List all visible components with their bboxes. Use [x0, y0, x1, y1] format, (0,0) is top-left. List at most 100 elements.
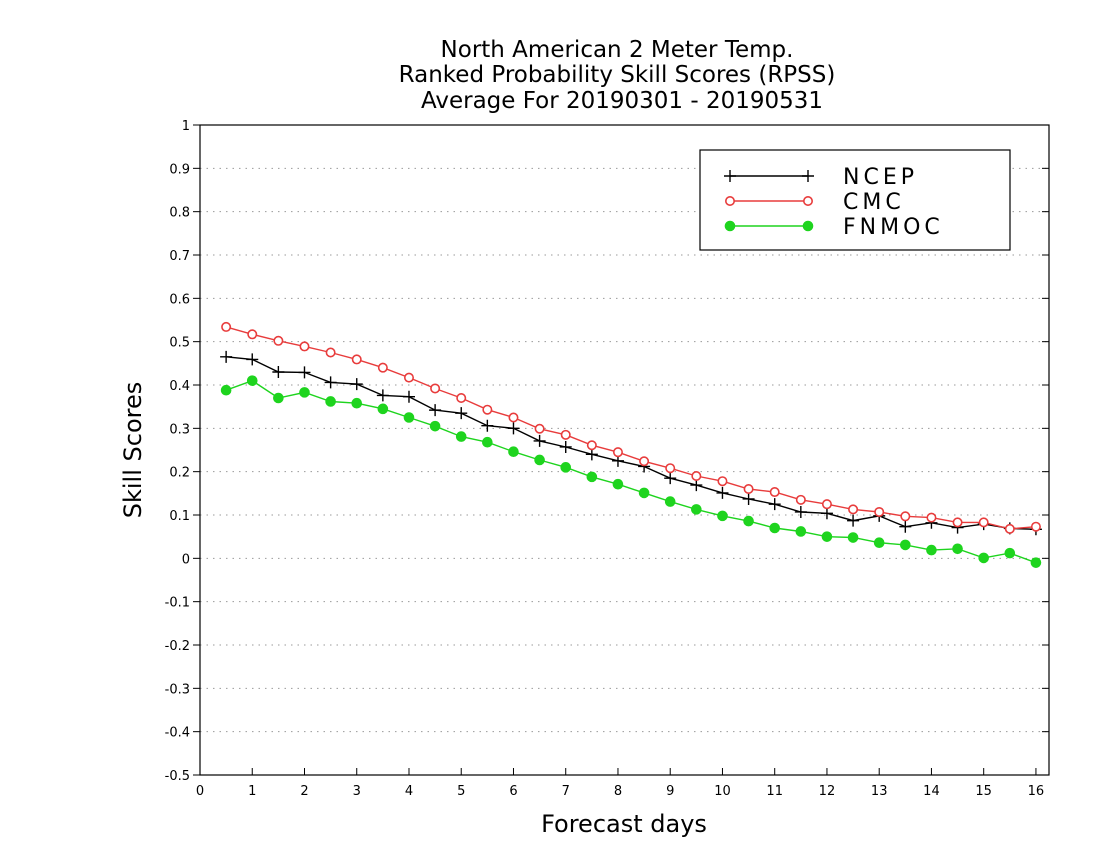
legend-marker [724, 220, 736, 232]
data-point-fnmoc [246, 375, 258, 386]
y-tick-label: -0.5 [165, 769, 190, 784]
data-point-ncep [507, 422, 520, 435]
data-point-fnmoc [664, 496, 676, 507]
x-tick-label: 14 [923, 784, 940, 799]
y-tick-label: -0.3 [165, 682, 190, 697]
x-tick-label: 5 [457, 784, 465, 799]
data-point-cmc [900, 511, 911, 522]
data-point-cmc [351, 354, 362, 365]
data-point-ncep [402, 390, 415, 403]
data-point-cmc [665, 463, 676, 474]
legend-item-fnmoc: FNMOC [724, 215, 944, 240]
legend-marker [802, 220, 814, 232]
data-point-cmc [456, 392, 467, 403]
data-point-fnmoc [1004, 547, 1016, 559]
data-point-cmc [978, 517, 989, 528]
data-point-cmc [717, 476, 728, 487]
data-point-cmc [769, 487, 780, 498]
data-point-cmc [874, 506, 885, 517]
data-point-ncep [376, 389, 389, 402]
legend-marker [802, 170, 814, 182]
data-point-fnmoc [429, 420, 441, 432]
data-point-cmc [952, 517, 963, 528]
data-point-fnmoc [377, 403, 389, 415]
data-point-fnmoc [926, 544, 937, 556]
x-tick-label: 9 [666, 784, 674, 799]
data-point-fnmoc [508, 446, 519, 458]
data-point-fnmoc [821, 531, 833, 542]
y-tick-label: -0.1 [165, 596, 190, 611]
series-layer [220, 321, 1042, 568]
data-point-ncep [533, 434, 546, 447]
data-point-cmc [482, 404, 493, 415]
data-point-cmc [612, 447, 623, 458]
data-point-ncep [847, 514, 860, 527]
data-point-cmc [534, 423, 545, 434]
legend-item-cmc: CMC [724, 190, 905, 215]
data-point-fnmoc [351, 397, 363, 409]
data-point-ncep [559, 440, 572, 453]
data-point-fnmoc [743, 515, 754, 527]
data-point-ncep [690, 479, 703, 492]
data-point-cmc [560, 429, 571, 440]
data-point-cmc [743, 483, 754, 494]
y-tick-label: -0.2 [165, 639, 190, 654]
data-point-cmc [586, 440, 597, 451]
data-point-cmc [273, 335, 284, 346]
y-axis-label: Skill Scores [119, 382, 147, 519]
x-tick-label: 0 [196, 784, 204, 799]
data-point-fnmoc [299, 387, 310, 398]
data-point-cmc [430, 383, 441, 394]
plot-frame [199, 124, 1050, 776]
x-tick-label: 12 [819, 784, 836, 799]
data-point-cmc [691, 470, 702, 481]
y-tick-label: 0.7 [169, 249, 190, 264]
data-point-ncep [794, 505, 807, 518]
data-point-ncep [246, 353, 259, 366]
data-point-ncep [429, 404, 442, 417]
grid-lines [200, 167, 1049, 733]
data-point-ncep [585, 448, 598, 461]
chart-title-line-1: North American 2 Meter Temp. [441, 37, 794, 63]
data-point-fnmoc [873, 537, 885, 549]
legend-label-fnmoc: FNMOC [843, 215, 944, 240]
series-line-cmc [225, 326, 1036, 530]
y-tick-label: 0.8 [169, 206, 190, 221]
data-point-fnmoc [403, 412, 415, 423]
data-point-cmc [639, 456, 650, 467]
chart-title: North American 2 Meter Temp. Ranked Prob… [399, 37, 836, 114]
x-tick-label: 2 [300, 784, 308, 799]
data-point-cmc [926, 512, 937, 523]
x-tick-label: 11 [766, 784, 783, 799]
data-point-ncep [455, 407, 468, 420]
chart-title-line-3: Average For 20190301 - 20190531 [421, 88, 823, 114]
legend-marker [802, 196, 813, 207]
y-tick-label: 0 [182, 552, 190, 567]
y-tick-label: 0.1 [169, 509, 190, 524]
x-tick-label: 3 [353, 784, 361, 799]
data-point-fnmoc [795, 526, 807, 537]
legend-label-cmc: CMC [843, 190, 905, 215]
data-point-fnmoc [534, 454, 545, 466]
data-point-cmc [508, 412, 519, 423]
data-point-fnmoc [952, 543, 963, 555]
data-point-fnmoc [847, 532, 859, 543]
data-point-fnmoc [638, 487, 650, 499]
data-point-fnmoc [455, 431, 467, 442]
data-point-cmc [795, 494, 806, 505]
x-tick-label: 15 [975, 784, 992, 799]
legend-item-ncep: NCEP [724, 165, 914, 190]
data-point-cmc [325, 347, 336, 358]
data-point-cmc [848, 504, 859, 515]
y-tick-label: 0.2 [169, 466, 190, 481]
x-axis-label: Forecast days [541, 810, 707, 838]
data-point-cmc [377, 362, 388, 373]
y-tick-label: -0.4 [165, 726, 190, 741]
data-point-fnmoc [1030, 557, 1042, 568]
x-tick-label: 6 [509, 784, 517, 799]
data-point-cmc [299, 341, 310, 352]
data-point-fnmoc [482, 436, 493, 448]
data-point-fnmoc [273, 392, 284, 404]
y-tick-label: 1 [182, 119, 190, 134]
